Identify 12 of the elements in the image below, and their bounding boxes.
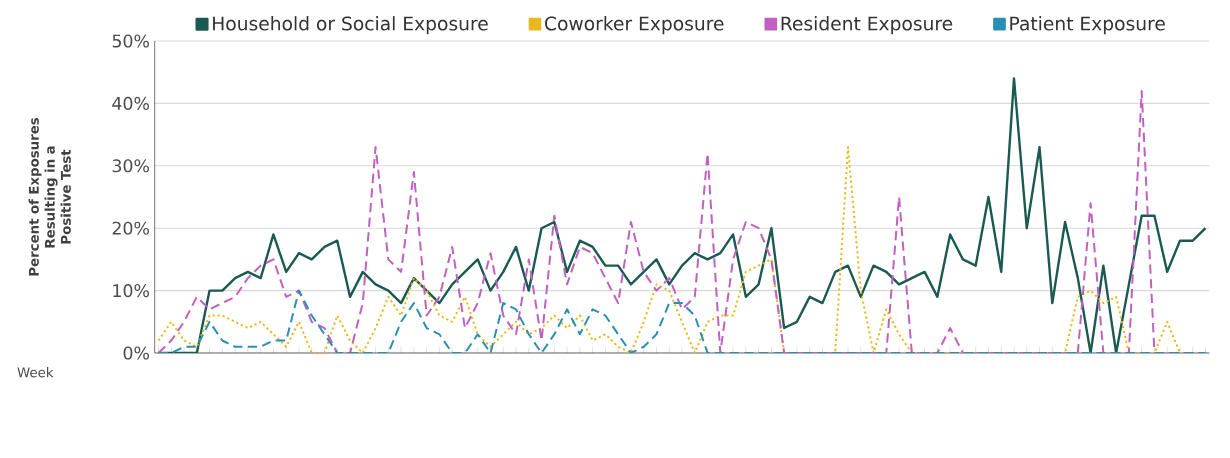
y-axis-title: Percent of Exposures Resulting in a Positive Test (28, 117, 71, 276)
y-tick-label: 30% (112, 159, 149, 173)
y-tick-label: 40% (112, 96, 149, 110)
y-tick-label: 50% (112, 34, 149, 48)
y-tick-label: 10% (113, 284, 149, 298)
y-tick-label: 20% (112, 221, 149, 235)
y-tick-label: 0% (123, 346, 149, 360)
legend-label: Household or Social Exposure (213, 16, 488, 35)
legend-label: Resident Exposure (781, 16, 953, 35)
legend-label: Coworker Exposure (545, 16, 724, 35)
legend-label: Patient Exposure (1010, 16, 1165, 35)
x-axis-title: Week (17, 367, 54, 378)
